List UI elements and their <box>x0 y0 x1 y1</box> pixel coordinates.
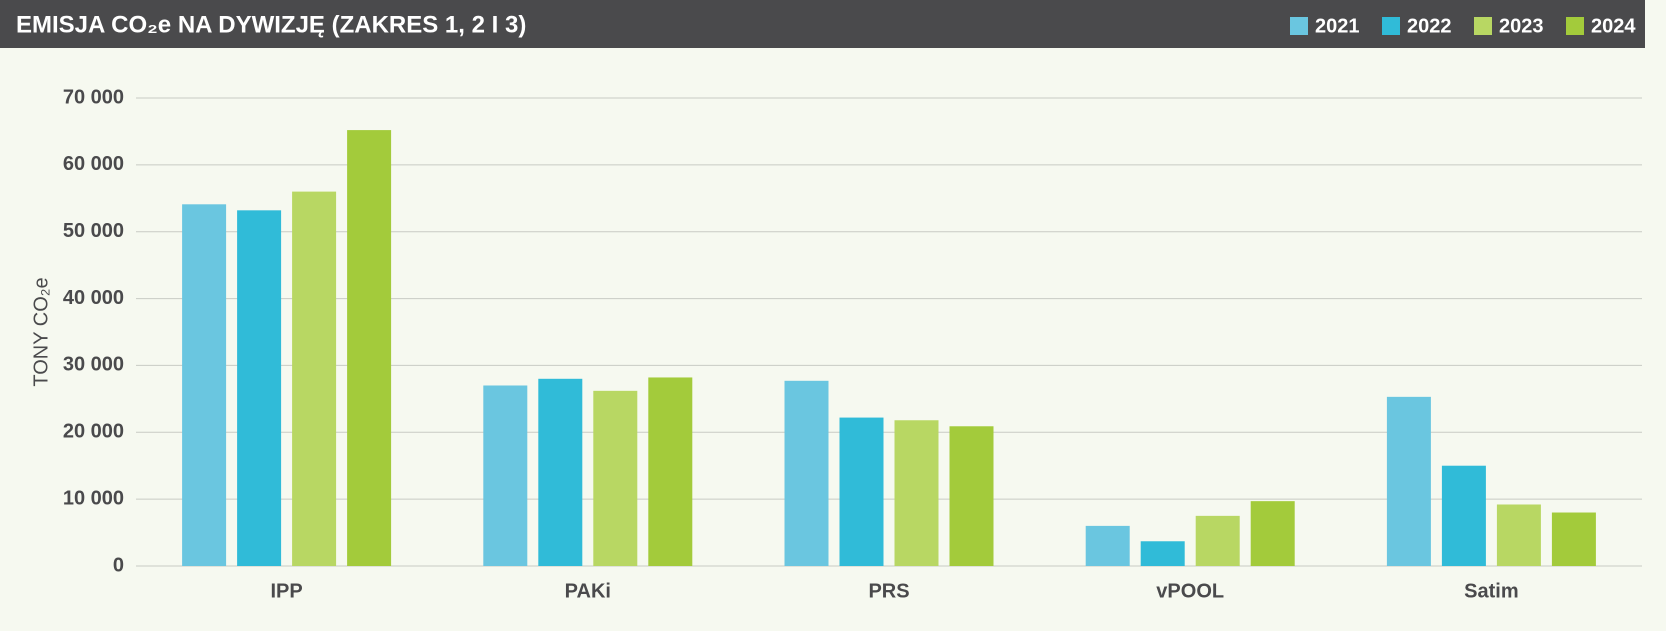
chart-title: EMISJA CO₂e NA DYWIZJĘ (ZAKRES 1, 2 I 3) <box>16 11 526 38</box>
bar <box>237 210 282 566</box>
bar <box>292 191 337 566</box>
legend-swatch <box>1290 17 1308 35</box>
bar <box>1195 515 1240 566</box>
y-tick-label: 10 000 <box>63 487 124 509</box>
x-tick-label: PRS <box>868 580 909 602</box>
bar <box>1386 396 1431 566</box>
bar <box>784 380 829 566</box>
bar <box>648 377 693 566</box>
header-bar <box>0 0 1645 48</box>
bar <box>182 204 227 566</box>
y-tick-label: 60 000 <box>63 153 124 175</box>
bar <box>1551 512 1596 566</box>
x-tick-label: vPOOL <box>1156 580 1224 602</box>
bar <box>839 417 884 566</box>
legend-label: 2021 <box>1315 15 1360 37</box>
x-tick-label: PAKi <box>565 580 611 602</box>
bar <box>894 420 939 566</box>
x-tick-label: IPP <box>270 580 302 602</box>
bar <box>1140 541 1185 566</box>
bar <box>483 385 528 566</box>
bar <box>1441 465 1486 566</box>
bar <box>1250 501 1295 566</box>
y-tick-label: 50 000 <box>63 220 124 242</box>
y-tick-label: 30 000 <box>63 354 124 376</box>
legend-swatch <box>1382 17 1400 35</box>
y-tick-label: 70 000 <box>63 86 124 108</box>
bar <box>347 130 392 566</box>
y-axis-label: TONY CO₂e <box>30 277 52 386</box>
legend-label: 2022 <box>1407 15 1452 37</box>
legend-swatch <box>1566 17 1584 35</box>
bar <box>1496 504 1541 566</box>
legend-label: 2024 <box>1591 15 1636 37</box>
y-tick-label: 0 <box>113 554 124 576</box>
y-tick-label: 40 000 <box>63 287 124 309</box>
bar <box>949 426 994 566</box>
bar <box>593 390 638 566</box>
bar <box>1085 525 1130 566</box>
legend-swatch <box>1474 17 1492 35</box>
x-tick-label: Satim <box>1464 580 1518 602</box>
y-tick-label: 20 000 <box>63 421 124 443</box>
legend-label: 2023 <box>1499 15 1544 37</box>
bar <box>538 378 583 566</box>
